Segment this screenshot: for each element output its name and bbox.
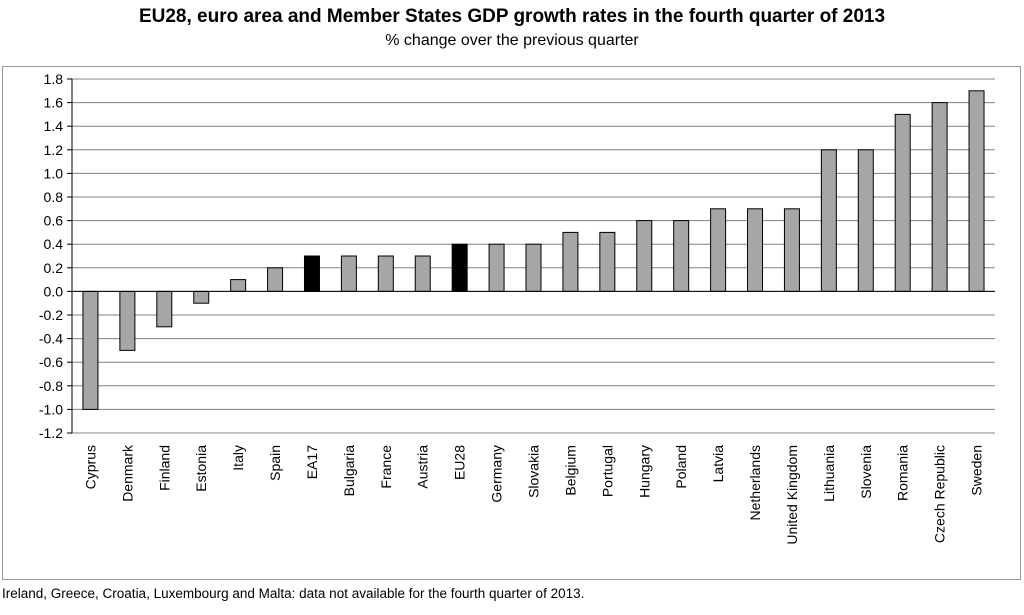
- bar-cyprus: [82, 290, 99, 410]
- x-tick-label: Poland: [673, 445, 689, 489]
- footnote: Ireland, Greece, Croatia, Luxembourg and…: [2, 586, 585, 601]
- y-axis: 1.8 1.6 1.4 1.2 1.0 0.8 0.6 0.4 0.2 0.0 -0.2 -0.4 -0…: [39, 71, 73, 441]
- x-tick-label: Bulgaria: [341, 445, 357, 497]
- bar-germany: [488, 243, 505, 292]
- chart-subtitle: % change over the previous quarter: [385, 32, 639, 49]
- y-tick-label: -0.8: [39, 378, 63, 394]
- x-tick-label: Germany: [489, 445, 505, 503]
- x-tick-label: France: [378, 445, 394, 489]
- x-tick-label: Latvia: [710, 445, 726, 483]
- bar-poland: [673, 220, 690, 292]
- y-tick-label: -0.4: [39, 331, 63, 347]
- bar-eu28: [451, 243, 468, 292]
- bar-ea17: [303, 255, 320, 292]
- x-tick-label: Hungary: [636, 445, 652, 498]
- x-tick-label: Estonia: [193, 445, 209, 492]
- bar-italy: [230, 279, 247, 292]
- x-tick-label: Sweden: [969, 445, 985, 496]
- bar-bulgaria: [340, 255, 357, 292]
- bar-lithuania: [820, 149, 837, 292]
- bar-austria: [414, 255, 431, 292]
- x-tick-label: Lithuania: [821, 445, 837, 502]
- y-tick-label: 1.2: [44, 142, 64, 158]
- bar-sweden: [968, 90, 985, 292]
- x-tick-label: EU28: [452, 445, 468, 480]
- x-tick-label: EA17: [304, 445, 320, 479]
- bar-netherlands: [747, 208, 764, 292]
- bar-romania: [894, 113, 911, 292]
- bar-denmark: [119, 290, 136, 351]
- x-tick-label: Belgium: [562, 445, 578, 496]
- bar-portugal: [599, 231, 616, 292]
- x-tick-label: United Kingdom: [784, 445, 800, 545]
- bar-czech-republic: [931, 102, 948, 292]
- x-tick-label: Italy: [230, 445, 246, 471]
- y-tick-label: -1.0: [39, 401, 63, 417]
- bar-finland: [156, 290, 173, 328]
- y-tick-label: 1.8: [44, 71, 64, 87]
- y-tick-label: 0.8: [44, 189, 64, 205]
- x-tick-label: Spain: [267, 445, 283, 481]
- x-tick-label: Denmark: [119, 444, 135, 502]
- y-tick-label: 1.4: [44, 118, 64, 134]
- bar-hungary: [636, 220, 653, 292]
- chart-title: EU28, euro area and Member States GDP gr…: [138, 6, 886, 27]
- x-tick-label: Finland: [156, 445, 172, 491]
- bar-france: [377, 255, 394, 292]
- x-tick-label: Romania: [895, 445, 911, 501]
- bar-spain: [267, 267, 284, 292]
- x-tick-label: Austria: [415, 445, 431, 489]
- x-tick-label: Netherlands: [747, 445, 763, 521]
- x-tick-label: Portugal: [599, 445, 615, 497]
- chart-frame: [2, 66, 1021, 580]
- bar-estonia: [193, 290, 210, 304]
- x-tick-label: Czech Republic: [932, 445, 948, 543]
- y-tick-label: 0.0: [44, 283, 64, 299]
- x-tick-label: Slovakia: [526, 445, 542, 498]
- y-tick-label: 0.6: [44, 213, 64, 229]
- x-tick-label: Slovenia: [858, 445, 874, 499]
- x-axis: Cyprus Denmark Finland Estonia Italy Spain EA1…: [72, 290, 995, 545]
- y-tick-label: -0.6: [39, 354, 63, 370]
- bar-belgium: [562, 231, 579, 292]
- y-tick-label: -1.2: [39, 425, 63, 441]
- y-tick-label: -0.2: [39, 307, 63, 323]
- bar-united-kingdom: [783, 208, 800, 292]
- y-tick-label: 1.0: [44, 165, 64, 181]
- y-tick-label: 0.2: [44, 260, 64, 276]
- y-tick-label: 0.4: [44, 236, 64, 252]
- bar-latvia: [710, 208, 727, 292]
- y-tick-label: 1.6: [44, 95, 64, 111]
- x-tick-label: Cyprus: [82, 445, 98, 489]
- bar-slovenia: [857, 149, 874, 292]
- bars: [82, 90, 985, 410]
- bar-slovakia: [525, 243, 542, 292]
